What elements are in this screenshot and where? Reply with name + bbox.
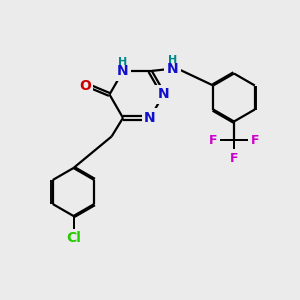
Text: N: N <box>158 88 169 101</box>
Text: H: H <box>118 56 127 67</box>
Text: Cl: Cl <box>66 232 81 245</box>
Text: N: N <box>117 64 129 78</box>
Text: F: F <box>209 134 217 147</box>
Text: O: O <box>79 79 91 92</box>
Text: H: H <box>168 55 177 65</box>
Text: N: N <box>167 62 178 76</box>
Text: F: F <box>251 134 259 147</box>
Text: N: N <box>144 111 156 125</box>
Text: F: F <box>230 152 238 165</box>
